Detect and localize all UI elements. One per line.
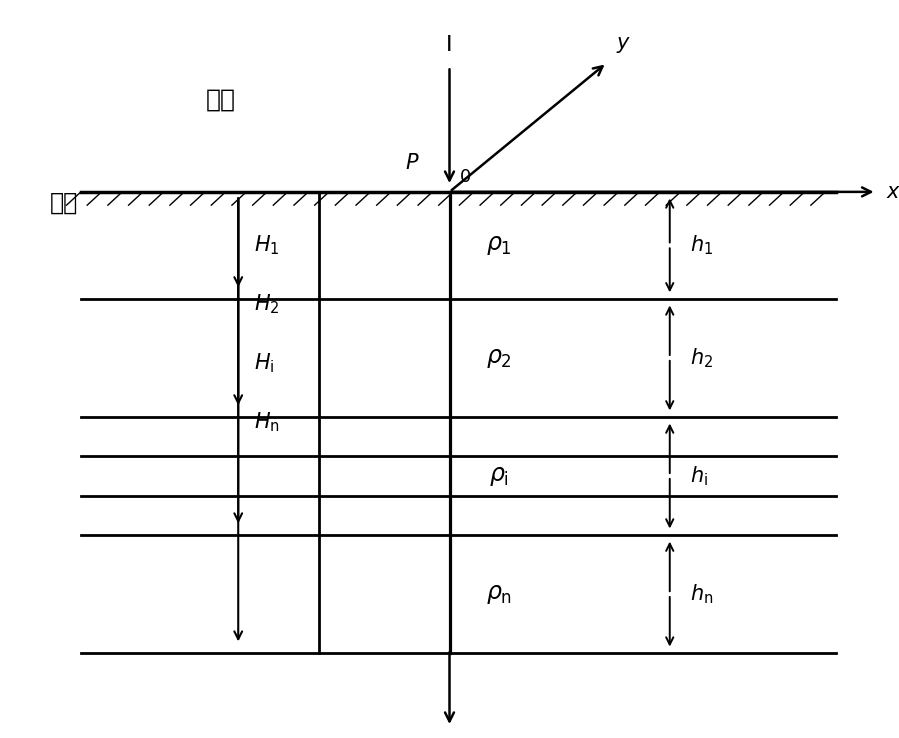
Text: $\rho_1$: $\rho_1$	[486, 233, 512, 258]
Text: $y$: $y$	[616, 35, 631, 55]
Text: $\rho_{\rm i}$: $\rho_{\rm i}$	[489, 464, 509, 488]
Text: $\rho_{\rm n}$: $\rho_{\rm n}$	[485, 582, 512, 606]
Text: $x$: $x$	[886, 182, 899, 202]
Text: $H_2$: $H_2$	[254, 293, 280, 316]
Text: $h_{\rm n}$: $h_{\rm n}$	[690, 582, 713, 606]
Text: $h_1$: $h_1$	[690, 234, 713, 257]
Text: P: P	[405, 154, 418, 173]
Text: I: I	[446, 35, 453, 55]
Text: $H_{\rm n}$: $H_{\rm n}$	[254, 411, 280, 434]
Text: $H_1$: $H_1$	[254, 234, 280, 257]
Text: $\rho_2$: $\rho_2$	[486, 346, 512, 370]
Text: 空气: 空气	[205, 88, 236, 111]
Text: $H_{\rm i}$: $H_{\rm i}$	[254, 352, 275, 375]
Text: 地面: 地面	[49, 191, 77, 215]
Text: $h_2$: $h_2$	[690, 346, 713, 370]
Text: 0: 0	[460, 168, 472, 186]
Text: $h_{\rm i}$: $h_{\rm i}$	[690, 464, 708, 488]
